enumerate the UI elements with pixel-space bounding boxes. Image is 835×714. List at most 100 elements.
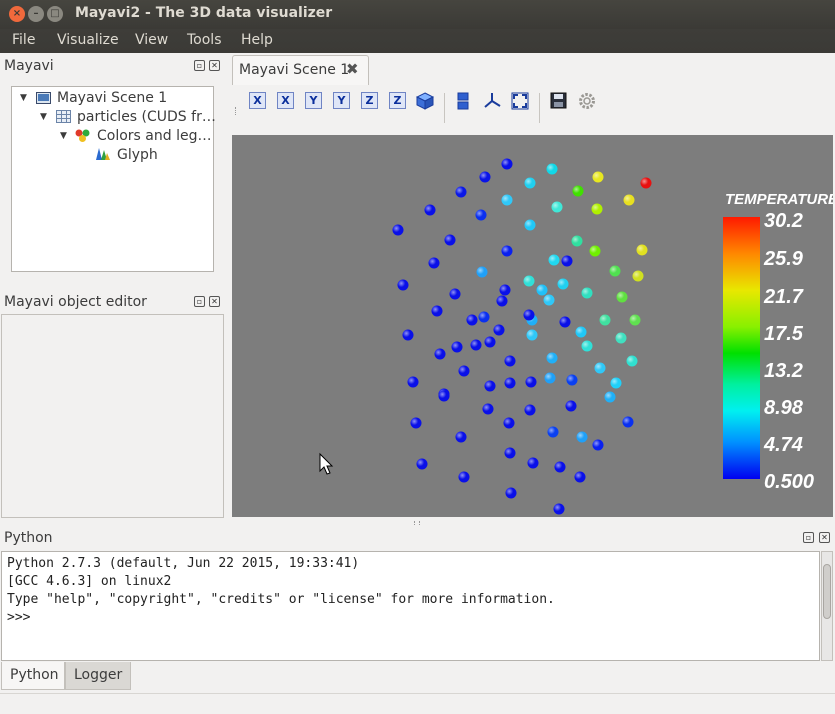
particle-highlight <box>392 224 404 236</box>
particle-highlight <box>547 426 559 438</box>
particle-highlight <box>581 287 593 299</box>
tree-item-glyph[interactable]: Glyph <box>117 147 158 163</box>
tab-close-icon[interactable]: ✖ <box>346 60 359 78</box>
particle-highlight <box>610 377 622 389</box>
particle-highlight <box>410 417 422 429</box>
particle-highlight <box>438 390 450 402</box>
particle-highlight <box>475 209 487 221</box>
particle-highlight <box>616 291 628 303</box>
window-controls: × – □ <box>9 6 63 22</box>
gear-icon[interactable] <box>578 92 596 110</box>
scene-toolbar: X X Y Y Z Z <box>232 85 833 135</box>
expand-arrow-icon[interactable]: ▼ <box>20 93 27 103</box>
bottom-tabs: Python Logger <box>0 661 835 691</box>
colorbar-label-7: 0.500 <box>764 471 814 493</box>
table-icon <box>56 110 71 123</box>
particle-highlight <box>524 404 536 416</box>
mayavi-panel-close-button[interactable]: ✕ <box>209 60 220 71</box>
particle-highlight <box>444 234 456 246</box>
full-screen-icon[interactable] <box>511 92 529 110</box>
view-x-pos-button[interactable]: X <box>249 92 266 109</box>
particle-highlight <box>455 186 467 198</box>
isometric-view-icon[interactable] <box>416 92 434 110</box>
menu-file[interactable]: File <box>12 32 36 48</box>
menu-help[interactable]: Help <box>241 32 273 48</box>
particle-highlight <box>499 284 511 296</box>
panel-splitter[interactable] <box>0 520 835 528</box>
expand-arrow-icon[interactable]: ▼ <box>60 131 67 141</box>
particle-highlight <box>565 400 577 412</box>
particle-highlight <box>609 265 621 277</box>
particle-highlight <box>479 171 491 183</box>
particle-highlight <box>559 316 571 328</box>
menu-tools[interactable]: Tools <box>187 32 222 48</box>
view-z-neg-button[interactable]: Z <box>389 92 406 109</box>
console-line: Python 2.7.3 (default, Jun 22 2015, 19:3… <box>7 556 360 571</box>
python-console[interactable]: Python 2.7.3 (default, Jun 22 2015, 19:3… <box>1 551 820 661</box>
particle-highlight <box>594 362 606 374</box>
particle-highlight <box>581 340 593 352</box>
particle-highlight <box>543 294 555 306</box>
window-title: Mayavi2 - The 3D data visualizer <box>75 5 333 21</box>
particle-highlight <box>504 355 516 367</box>
view-y-pos-button[interactable]: Y <box>305 92 322 109</box>
python-panel-close-button[interactable]: ✕ <box>819 532 830 543</box>
tab-python[interactable]: Python <box>1 662 65 690</box>
particle-highlight <box>604 391 616 403</box>
colorbar-label-1: 25.9 <box>763 248 804 270</box>
particle-highlight <box>416 458 428 470</box>
expand-arrow-icon[interactable]: ▼ <box>40 112 47 122</box>
particle-highlight <box>501 158 513 170</box>
console-scrollbar[interactable] <box>821 551 833 661</box>
particle-highlight <box>553 503 565 515</box>
console-line: [GCC 4.6.3] on linux2 <box>7 574 172 589</box>
axes-toggle-icon[interactable] <box>483 92 501 110</box>
tab-mayavi-scene[interactable]: Mayavi Scene 1 ✖ <box>232 55 369 85</box>
scene-canvas[interactable]: TEMPERATURE 30.2 25.9 21.7 17.5 13.2 8.9… <box>232 135 833 517</box>
tree-item-colors-legends[interactable]: Colors and leg… <box>97 128 212 144</box>
particle-highlight <box>546 352 558 364</box>
pipeline-tree[interactable]: ▼ Mayavi Scene 1 ▼ particles (CUDS fr… ▼… <box>11 86 216 272</box>
colorbar-gradient <box>723 217 760 479</box>
particle-highlight <box>575 326 587 338</box>
menu-visualize[interactable]: Visualize <box>57 32 119 48</box>
particle-highlight <box>428 257 440 269</box>
console-prompt[interactable]: >>> <box>7 610 31 625</box>
particle-highlight <box>503 417 515 429</box>
console-scrollbar-thumb[interactable] <box>823 564 831 619</box>
object-editor-float-button[interactable]: ▫ <box>194 296 205 307</box>
colorbar-title: TEMPERATURE <box>725 191 833 208</box>
window-minimize-button[interactable]: – <box>28 6 44 22</box>
view-x-neg-button[interactable]: X <box>277 92 294 109</box>
tab-logger[interactable]: Logger <box>65 662 131 690</box>
particle-highlight <box>527 457 539 469</box>
tab-label: Mayavi Scene 1 <box>239 62 350 78</box>
tree-item-scene[interactable]: Mayavi Scene 1 <box>57 90 168 106</box>
particle-highlight <box>434 348 446 360</box>
glyph-icon <box>96 148 110 160</box>
parallel-projection-icon[interactable] <box>457 92 469 110</box>
render-scene[interactable]: TEMPERATURE 30.2 25.9 21.7 17.5 13.2 8.9… <box>232 135 833 517</box>
view-z-pos-button[interactable]: Z <box>361 92 378 109</box>
python-panel-float-button[interactable]: ▫ <box>803 532 814 543</box>
menu-view[interactable]: View <box>135 32 169 48</box>
mayavi-panel-float-button[interactable]: ▫ <box>194 60 205 71</box>
object-editor-close-button[interactable]: ✕ <box>209 296 220 307</box>
toolbar-grip[interactable] <box>235 107 238 115</box>
save-icon[interactable] <box>550 92 567 109</box>
mayavi-panel-title: Mayavi <box>4 58 54 74</box>
particle-highlight <box>544 372 556 384</box>
particle-highlight <box>504 377 516 389</box>
window-maximize-button[interactable]: □ <box>47 6 63 22</box>
particle-highlight <box>451 341 463 353</box>
view-y-neg-button[interactable]: Y <box>333 92 350 109</box>
colorbar-label-6: 4.74 <box>763 434 803 456</box>
particle-highlight <box>523 309 535 321</box>
window-close-button[interactable]: × <box>9 6 25 22</box>
tree-item-particles[interactable]: particles (CUDS fr… <box>77 109 216 125</box>
particle-highlight <box>504 447 516 459</box>
particle-highlight <box>524 177 536 189</box>
particle-highlight <box>576 431 588 443</box>
particle-highlight <box>431 305 443 317</box>
particle-highlight <box>407 376 419 388</box>
